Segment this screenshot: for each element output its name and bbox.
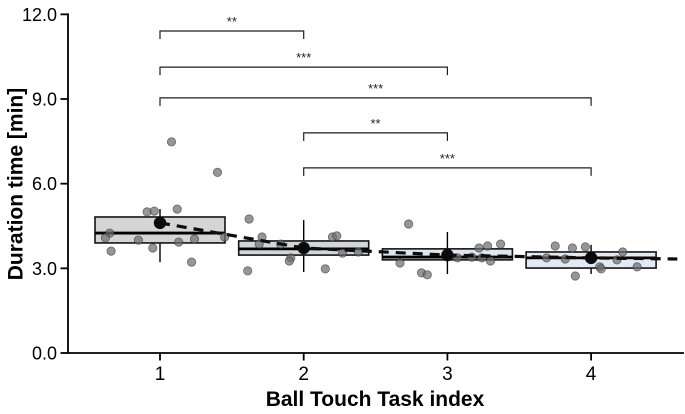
jitter-point: [320, 264, 330, 274]
mean-dot: [584, 251, 598, 265]
significance-bracket: [303, 167, 592, 176]
jitter-point: [395, 258, 405, 268]
jitter-point: [485, 256, 496, 266]
x-tick-label: 1: [155, 364, 166, 385]
jitter-point: [187, 257, 197, 267]
jitter-point: [189, 234, 200, 244]
mean-dot: [153, 216, 167, 230]
jitter-point: [495, 239, 506, 249]
jitter-point: [148, 243, 158, 253]
significance-label: ***: [296, 50, 311, 65]
jitter-point: [570, 271, 580, 281]
y-axis-title: Duration time [min]: [5, 88, 28, 281]
mean-dot: [297, 241, 310, 255]
jitter-point: [100, 233, 111, 243]
jitter-point: [353, 247, 363, 257]
significance-bracket: [303, 132, 448, 141]
significance-bracket: [159, 97, 592, 106]
jitter-point: [220, 232, 230, 242]
jitter-point: [149, 206, 159, 216]
jitter-point: [174, 237, 184, 247]
jitter-point: [550, 241, 560, 251]
jitter-point: [332, 231, 342, 241]
jitter-point: [596, 264, 606, 274]
x-axis-title: Ball Touch Task index: [266, 388, 485, 411]
significance-bracket: [159, 30, 305, 40]
jitter-point: [243, 266, 253, 276]
jitter-point: [166, 137, 177, 147]
jitter-point: [284, 256, 294, 266]
jitter-point: [337, 248, 348, 258]
y-tick-label: 3.0: [32, 259, 57, 279]
jitter-point: [618, 247, 628, 257]
y-tick-label: 9.0: [32, 90, 57, 110]
jitter-point: [133, 235, 143, 245]
significance-bracket: [159, 66, 448, 76]
jitter-point: [422, 270, 432, 280]
y-tick-label: 6.0: [32, 174, 57, 194]
jitter-point: [580, 242, 591, 252]
jitter-point: [482, 241, 493, 251]
y-tick-label: 12.0: [22, 5, 57, 25]
jitter-point: [474, 243, 484, 253]
jitter-point: [632, 262, 642, 272]
jitter-point: [212, 167, 223, 177]
significance-label: ***: [368, 81, 383, 96]
x-tick-label: 2: [298, 364, 309, 385]
jitter-point: [244, 214, 254, 224]
x-tick-label: 3: [442, 364, 453, 385]
y-tick-label: 0.0: [32, 344, 57, 364]
mean-dot: [441, 248, 454, 262]
significance-label: **: [370, 116, 380, 131]
x-tick-label: 4: [586, 364, 597, 385]
jitter-point: [106, 246, 116, 256]
significance-label: **: [227, 14, 237, 29]
significance-label: ***: [440, 151, 455, 166]
jitter-point: [567, 243, 578, 253]
jitter-point: [172, 204, 182, 214]
jitter-point: [403, 219, 414, 229]
